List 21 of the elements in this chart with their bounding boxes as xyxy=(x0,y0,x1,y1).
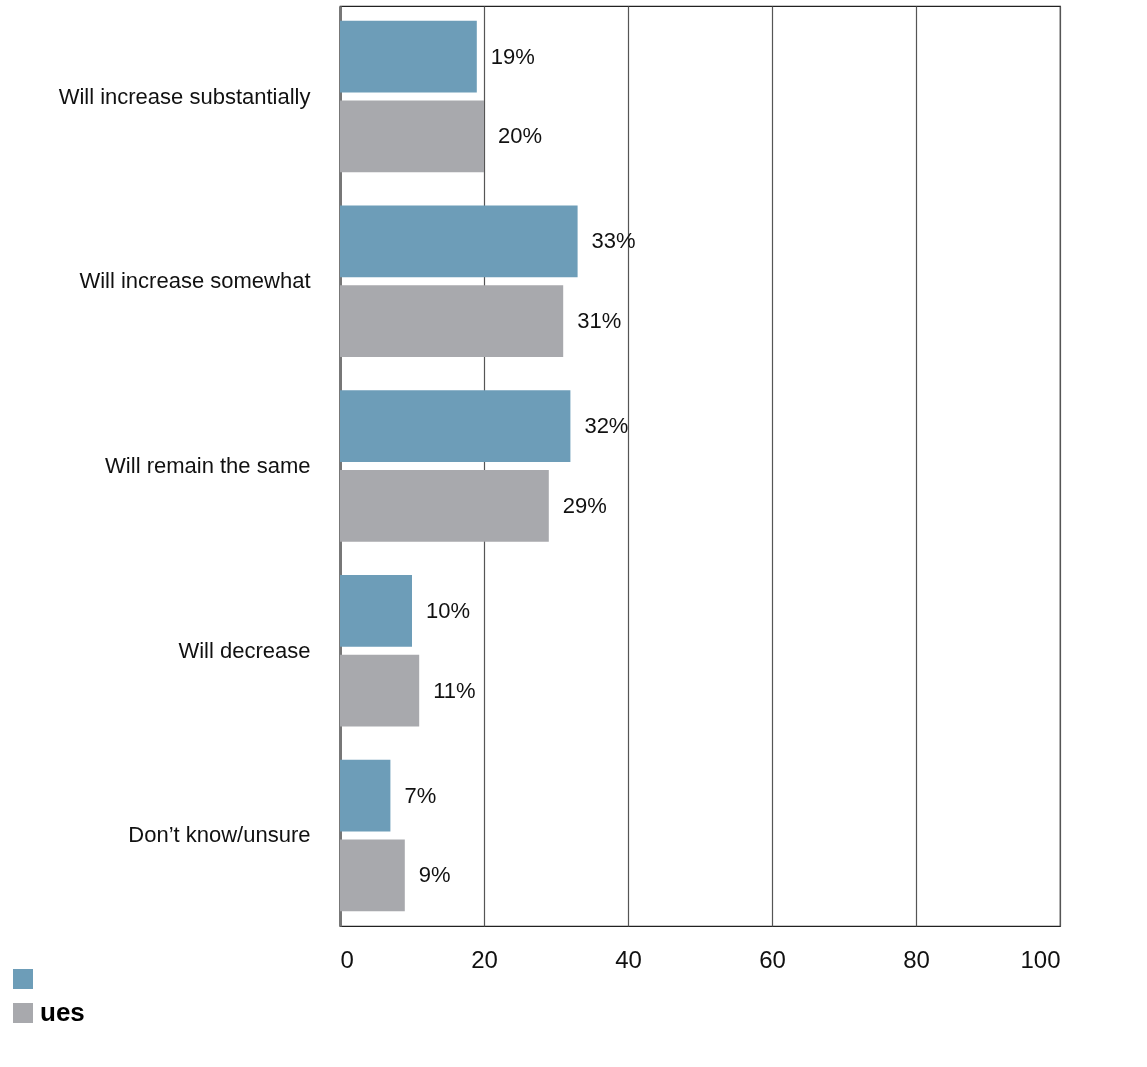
y-tick-label: Will increase somewhat xyxy=(79,268,311,294)
y-tick-label: Will decrease xyxy=(178,637,311,663)
y-tick-label: Will increase substantially xyxy=(58,83,311,109)
data-label: 32% xyxy=(584,413,629,439)
x-tick-label: 20 xyxy=(471,945,498,973)
y-tick-label: Don’t know/unsure xyxy=(128,822,311,848)
x-tick-label: 100 xyxy=(1020,945,1061,973)
data-label: 20% xyxy=(498,123,543,149)
x-tick-label: 40 xyxy=(615,945,642,973)
data-label: 31% xyxy=(577,308,622,334)
y-tick-label: Will remain the same xyxy=(105,453,311,478)
legend-label: ues xyxy=(40,997,85,1027)
data-label: 29% xyxy=(562,492,607,518)
data-label: 11% xyxy=(433,677,476,703)
data-label: 9% xyxy=(418,862,451,888)
data-label: 10% xyxy=(426,597,471,623)
data-label: 7% xyxy=(404,782,437,808)
data-label: 19% xyxy=(490,43,535,69)
x-tick-label: 0 xyxy=(340,945,354,973)
x-tick-label: 80 xyxy=(903,945,930,973)
x-tick-label: 60 xyxy=(759,945,786,973)
